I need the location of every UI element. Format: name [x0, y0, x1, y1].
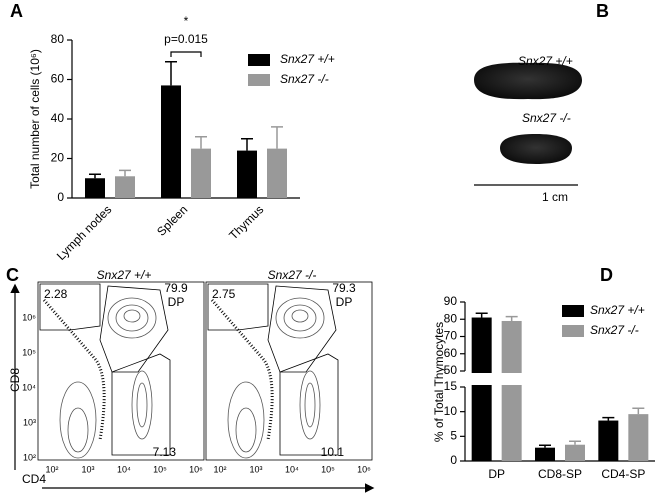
bar	[535, 447, 555, 461]
bar	[565, 444, 585, 461]
legend-label: Snx27 -/-	[590, 323, 639, 337]
x-tick-label: Lymph nodes	[54, 202, 115, 263]
x-tick-label: 10⁴	[117, 464, 131, 474]
image-label: Snx27 +/+	[518, 54, 573, 68]
y-tick-label: 80	[51, 32, 65, 46]
y-tick-label: 70	[444, 329, 458, 343]
x-tick-label: 10³	[81, 464, 94, 474]
y-tick-label: 80	[444, 311, 458, 325]
significance-bracket	[170, 51, 202, 57]
bar	[267, 148, 287, 198]
y-tick-label: 10²	[23, 452, 36, 462]
error-bar	[569, 440, 581, 445]
bar	[115, 176, 135, 198]
error-bar	[195, 136, 207, 149]
y-tick-label: 10³	[23, 417, 36, 427]
y-axis-label: Total number of cells (10⁶)	[28, 49, 42, 189]
legend-label: Snx27 +/+	[280, 52, 335, 66]
error-bar	[539, 444, 551, 448]
y-tick-label: 5	[450, 429, 457, 443]
y-tick-label: 40	[51, 111, 65, 125]
panel-label: A	[10, 1, 23, 21]
error-bar	[475, 312, 488, 318]
bar	[237, 150, 257, 198]
y-tick-label: 60	[444, 346, 458, 360]
error-bar	[89, 173, 101, 179]
panel-label: D	[600, 265, 613, 285]
y-tick-label: 0	[57, 190, 64, 204]
error-bar	[632, 407, 645, 415]
x-tick-label: 10⁶	[357, 464, 371, 474]
x-tick-label: 10⁶	[189, 464, 203, 474]
error-bar	[271, 126, 283, 149]
y-axis-label: CD8	[8, 368, 22, 392]
plot-title: Snx27 -/-	[268, 268, 317, 282]
spleen-image	[474, 62, 582, 186]
scale-bar-label: 1 cm	[542, 190, 568, 204]
y-tick-label: 10⁵	[22, 347, 36, 357]
bar	[628, 414, 649, 461]
gate-label: DP	[336, 295, 353, 309]
y-tick-label: 10⁶	[22, 312, 36, 322]
legend-label: Snx27 +/+	[590, 303, 645, 317]
x-tick-label: Thymus	[226, 202, 266, 242]
image-label: Snx27 -/-	[522, 111, 571, 125]
bar	[501, 320, 522, 461]
error-bar	[602, 416, 615, 421]
axis-break	[467, 373, 657, 385]
gate-value: 79.9	[164, 281, 188, 295]
bar	[598, 420, 619, 461]
legend-label: Snx27 -/-	[280, 72, 329, 86]
bar	[191, 148, 211, 198]
bar	[471, 317, 492, 461]
legend-swatch	[562, 325, 584, 337]
y-tick-label: 0	[450, 453, 457, 467]
annotation: *	[184, 14, 189, 28]
x-tick-label: Spleen	[154, 202, 190, 238]
y-axis-label: % of Total Thymocytes	[432, 322, 446, 442]
gate-value: 7.13	[153, 445, 177, 459]
gate-label: DP	[168, 295, 185, 309]
gate-value: 2.75	[212, 287, 236, 301]
y-tick-label: 15	[444, 379, 458, 393]
x-axis-label: CD4	[22, 472, 46, 486]
x-tick-label: CD4-SP	[601, 467, 645, 481]
legend-swatch	[248, 54, 270, 66]
error-bar	[165, 60, 177, 86]
gate-value: 2.28	[44, 287, 68, 301]
plot-title: Snx27 +/+	[97, 268, 152, 282]
gate-value: 79.3	[332, 281, 356, 295]
annotation: p=0.015	[164, 32, 208, 46]
y-tick-label: 90	[444, 294, 458, 308]
bar	[85, 178, 105, 198]
legend-swatch	[562, 305, 584, 317]
x-tick-label: 10²	[45, 464, 58, 474]
x-tick-label: 10⁵	[153, 464, 167, 474]
error-bar	[119, 169, 131, 177]
gate-value: 10.1	[321, 445, 345, 459]
flow-plots	[37, 281, 373, 461]
error-bar	[505, 315, 518, 321]
x-tick-label: DP	[488, 467, 505, 481]
legend-swatch	[248, 74, 270, 86]
x-tick-label: 10⁵	[321, 464, 335, 474]
y-tick-label: 10⁴	[22, 382, 36, 392]
x-tick-label: CD8-SP	[538, 467, 582, 481]
error-bar	[241, 138, 253, 151]
panel-label: B	[596, 1, 609, 21]
x-tick-label: 10²	[213, 464, 226, 474]
y-tick-label: 50	[444, 363, 458, 377]
x-tick-label: 10³	[249, 464, 262, 474]
y-tick-label: 20	[51, 151, 65, 165]
y-tick-label: 60	[51, 72, 65, 86]
bar	[161, 85, 181, 198]
x-tick-label: 10⁴	[285, 464, 299, 474]
panel-label: C	[6, 265, 19, 285]
y-tick-label: 10	[444, 404, 458, 418]
